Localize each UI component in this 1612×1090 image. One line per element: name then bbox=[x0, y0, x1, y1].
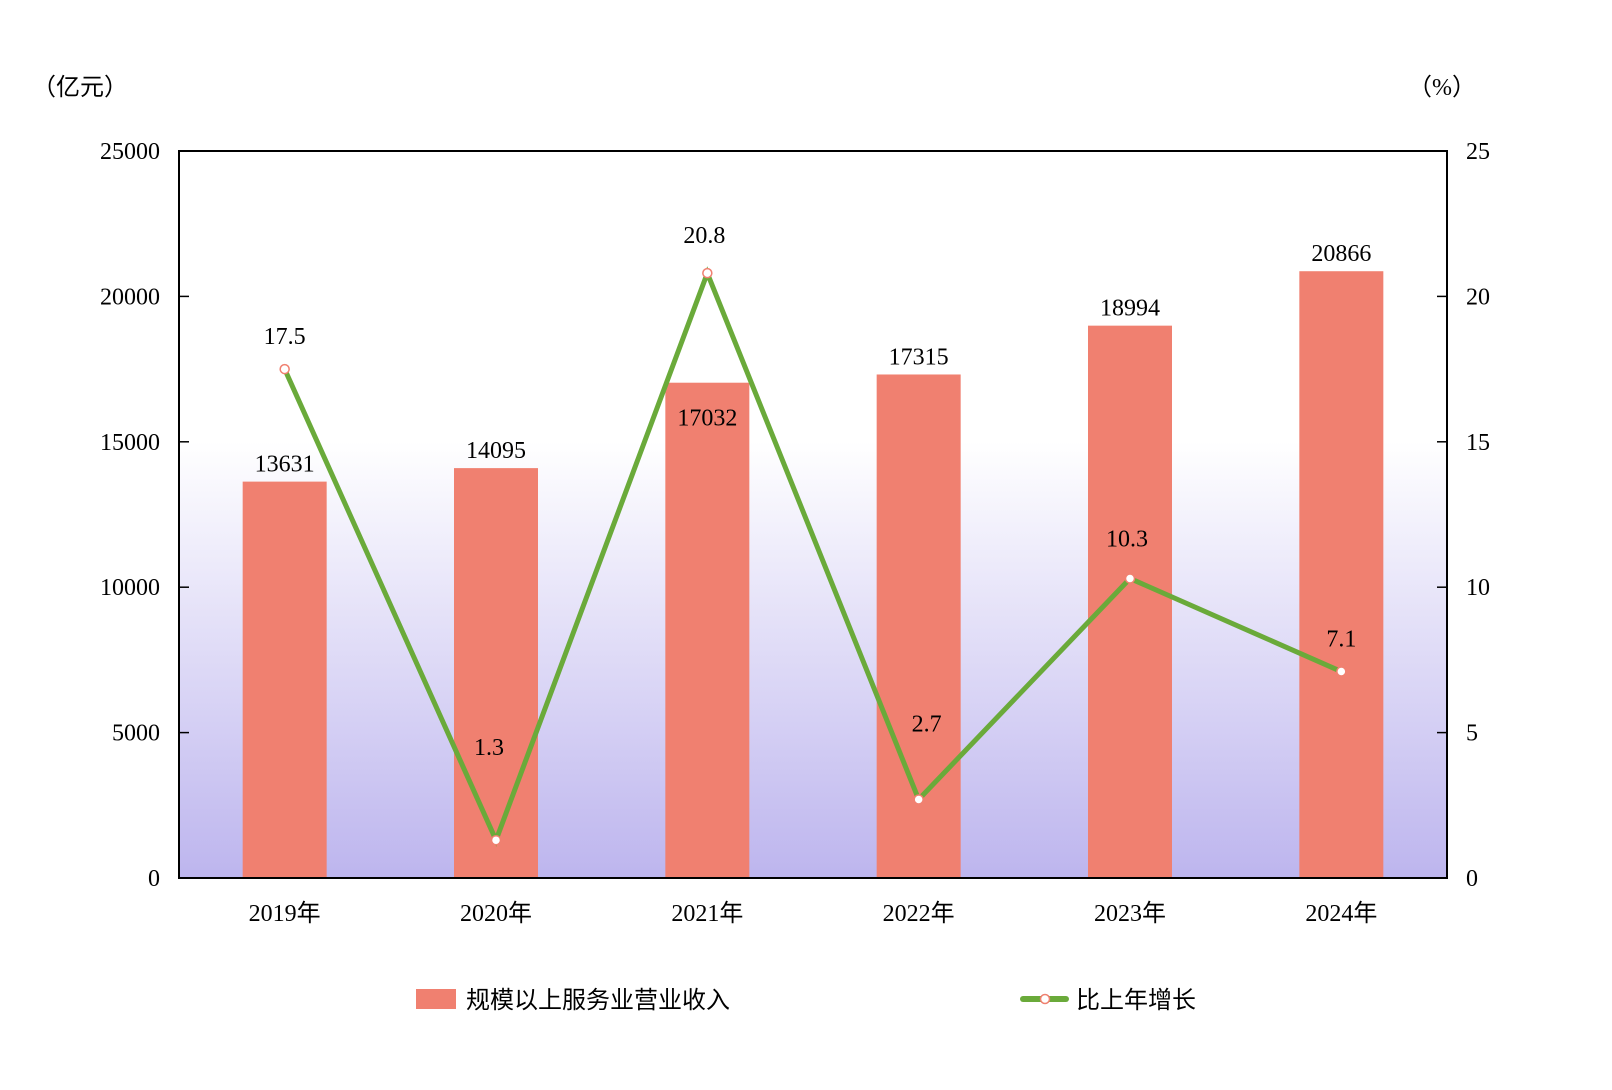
right-tick-label: 20 bbox=[1466, 284, 1490, 310]
bar-2019年 bbox=[242, 481, 327, 878]
x-tick-label: 2024年 bbox=[1305, 900, 1377, 927]
right-tick-label: 0 bbox=[1466, 866, 1478, 892]
growth-value-label: 7.1 bbox=[1326, 627, 1356, 653]
left-tick-label: 0 bbox=[148, 866, 160, 892]
growth-value-label: 20.8 bbox=[683, 223, 725, 249]
growth-line bbox=[282, 266, 1343, 847]
x-tick-label: 2022年 bbox=[883, 900, 955, 927]
bar-value-label: 20866 bbox=[1311, 241, 1371, 267]
growth-value-label: 10.3 bbox=[1106, 526, 1148, 552]
growth-point bbox=[279, 363, 290, 375]
bar-value-label: 13631 bbox=[255, 452, 315, 478]
bar-2021年 bbox=[665, 382, 750, 878]
x-tick-label: 2023年 bbox=[1094, 900, 1166, 927]
legend: 规模以上服务业营业收入 比上年增长 bbox=[416, 987, 1196, 1014]
growth-point bbox=[1336, 666, 1347, 677]
bar-2023年 bbox=[1088, 325, 1172, 878]
growth-point bbox=[913, 794, 924, 805]
plot-frame bbox=[178, 150, 1448, 879]
x-tick-label: 2019年 bbox=[249, 900, 321, 927]
x-tick-label: 2020年 bbox=[460, 900, 532, 927]
bar-2020年 bbox=[454, 468, 538, 878]
left-axis-unit: （亿元） bbox=[32, 74, 128, 101]
x-tick-label: 2021年 bbox=[671, 900, 743, 927]
left-tick-label: 20000 bbox=[100, 284, 160, 310]
bar-value-label: 14095 bbox=[466, 438, 526, 464]
growth-point bbox=[490, 834, 502, 846]
bar-value-label: 17315 bbox=[889, 344, 949, 370]
left-tick-label: 10000 bbox=[100, 575, 160, 601]
growth-value-label: 1.3 bbox=[474, 735, 504, 761]
growth-value-label: 17.5 bbox=[264, 324, 306, 350]
legend-line-label: 比上年增长 bbox=[1076, 987, 1196, 1014]
growth-point bbox=[1124, 573, 1136, 584]
left-tick-label: 15000 bbox=[100, 430, 160, 456]
legend-bar-swatch bbox=[416, 989, 456, 1009]
right-tick-label: 5 bbox=[1466, 721, 1478, 747]
right-tick-label: 15 bbox=[1466, 430, 1490, 456]
bar-value-label: 17032 bbox=[677, 406, 737, 432]
right-tick-label: 25 bbox=[1466, 139, 1490, 165]
legend-line-marker bbox=[1039, 993, 1051, 1005]
legend-bar-label: 规模以上服务业营业收入 bbox=[466, 987, 730, 1014]
growth-value-label: 2.7 bbox=[912, 711, 942, 737]
left-tick-label: 5000 bbox=[112, 721, 160, 747]
left-tick-label: 25000 bbox=[100, 139, 160, 165]
right-tick-label: 10 bbox=[1466, 575, 1490, 601]
plot-background bbox=[179, 151, 1447, 878]
bar-2024年 bbox=[1299, 271, 1384, 879]
right-axis-unit: （%） bbox=[1408, 75, 1476, 101]
growth-point bbox=[702, 267, 713, 279]
bar-value-label: 18994 bbox=[1100, 296, 1160, 322]
